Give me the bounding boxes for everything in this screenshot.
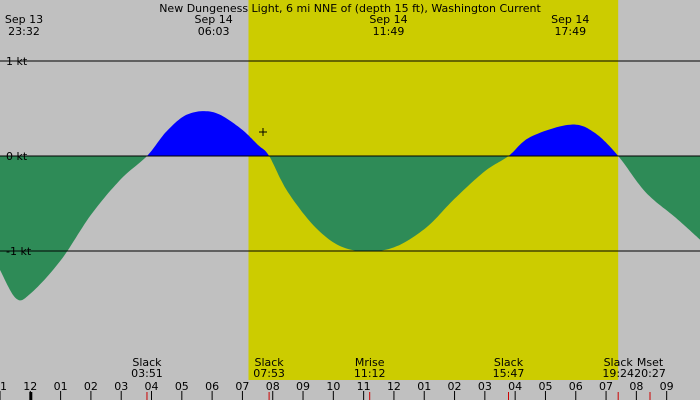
event-label: Mset — [637, 356, 664, 369]
top-time-label: 06:03 — [198, 25, 230, 38]
event-label: Slack — [604, 356, 634, 369]
label-layer: New Dungeness Light, 6 mi NNE of (depth … — [0, 2, 674, 393]
y-tick-label: 0 kt — [6, 150, 28, 163]
x-tick-label: 08 — [629, 380, 643, 393]
ebb-area-2 — [269, 156, 509, 252]
event-time: 07:53 — [253, 367, 285, 380]
x-tick-label: 05 — [538, 380, 552, 393]
x-tick-label: 09 — [660, 380, 674, 393]
event-time: 20:27 — [634, 367, 666, 380]
top-date-label: Sep 13 — [5, 13, 43, 26]
flood-area-1 — [147, 111, 270, 156]
x-tick-label: 04 — [145, 380, 159, 393]
x-tick-label: 04 — [508, 380, 522, 393]
y-tick-label: 1 kt — [6, 55, 28, 68]
event-label: Slack — [132, 356, 162, 369]
x-tick-label: 02 — [448, 380, 462, 393]
gridline-layer — [0, 60, 700, 400]
x-tick-label: 07 — [599, 380, 613, 393]
flood-area-3 — [508, 124, 619, 156]
x-tick-label: 08 — [266, 380, 280, 393]
ebb-area-0 — [0, 156, 147, 301]
x-tick-label: 05 — [175, 380, 189, 393]
event-label: Slack — [254, 356, 284, 369]
chart-title: New Dungeness Light, 6 mi NNE of (depth … — [159, 2, 541, 15]
x-tick-label: 07 — [235, 380, 249, 393]
current-area-layer — [0, 111, 700, 301]
event-time: 03:51 — [131, 367, 163, 380]
x-tick-label: 06 — [569, 380, 583, 393]
ebb-area-4 — [618, 156, 700, 240]
event-time: 15:47 — [493, 367, 525, 380]
event-time: 19:24 — [602, 367, 634, 380]
x-tick-label: 09 — [296, 380, 310, 393]
top-time-label: 11:49 — [373, 25, 405, 38]
midnight-marker — [29, 392, 33, 400]
x-tick-label: 02 — [84, 380, 98, 393]
x-tick-label: 01 — [54, 380, 68, 393]
event-label: Slack — [494, 356, 524, 369]
x-tick-label: 03 — [114, 380, 128, 393]
event-time: 11:12 — [354, 367, 386, 380]
top-date-label: Sep 14 — [195, 13, 233, 26]
x-tick-label: 01 — [417, 380, 431, 393]
top-date-label: Sep 14 — [551, 13, 589, 26]
x-tick-label: 12 — [387, 380, 401, 393]
x-tick-label: 12 — [23, 380, 37, 393]
x-tick-label: 11 — [0, 380, 7, 393]
top-date-label: Sep 14 — [369, 13, 407, 26]
y-tick-label: -1 kt — [6, 245, 32, 258]
current-marker — [259, 128, 267, 136]
x-tick-label: 03 — [478, 380, 492, 393]
top-time-label: 17:49 — [554, 25, 586, 38]
x-tick-label: 06 — [205, 380, 219, 393]
top-time-label: 23:32 — [8, 25, 40, 38]
event-label: Mrise — [355, 356, 385, 369]
x-tick-label: 11 — [357, 380, 371, 393]
x-tick-label: 10 — [326, 380, 340, 393]
